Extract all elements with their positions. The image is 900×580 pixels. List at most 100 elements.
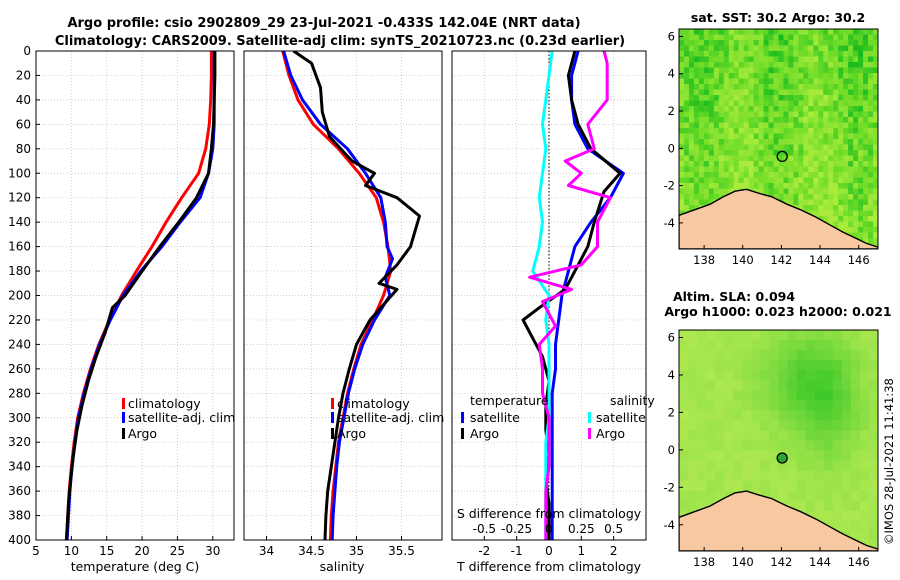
heatmap-cell	[748, 150, 755, 157]
heatmap-cell	[863, 155, 869, 162]
heatmap-cell	[733, 117, 740, 124]
heatmap-cell	[773, 161, 780, 168]
heatmap-cell	[738, 95, 745, 102]
heatmap-cell	[823, 360, 834, 371]
heatmap-cell	[683, 34, 690, 41]
heatmap-cell	[788, 122, 795, 129]
heatmap-cell	[708, 111, 715, 118]
heatmap-cell	[814, 390, 825, 401]
heatmap-cell	[848, 106, 854, 113]
heatmap-cell	[753, 78, 760, 85]
heatmap-cell	[683, 144, 690, 151]
y-tick-label: 40	[16, 93, 31, 107]
heatmap-cell	[718, 172, 725, 179]
heatmap-cell	[718, 166, 725, 173]
heatmap-cell	[843, 73, 849, 80]
heatmap-cell	[858, 221, 864, 228]
heatmap-cell	[843, 188, 849, 195]
heatmap-cell	[713, 139, 720, 146]
heatmap-cell	[679, 166, 685, 173]
heatmap-cell	[753, 172, 760, 179]
heatmap-cell	[713, 128, 720, 135]
salinity-axes-frame	[243, 50, 443, 541]
heatmap-cell	[743, 95, 750, 102]
heatmap-cell	[808, 210, 814, 217]
heatmap-cell	[768, 172, 775, 179]
heatmap-cell	[783, 29, 790, 36]
heatmap-cell	[823, 450, 834, 462]
heatmap-cell	[873, 238, 878, 245]
heatmap-cell	[693, 40, 700, 47]
heatmap-cell	[751, 420, 762, 432]
y-tick-label: 340	[8, 460, 31, 474]
heatmap-cell	[679, 440, 689, 452]
heatmap-cell	[724, 390, 734, 401]
x-tick-label: 35	[349, 544, 364, 558]
heatmap-cell	[703, 111, 710, 118]
heatmap-cell	[823, 199, 829, 206]
heatmap-cell	[688, 500, 698, 512]
legend-label-temp-argo: Argo	[470, 426, 499, 441]
heatmap-cell	[818, 161, 824, 168]
heatmap-cell	[773, 166, 780, 173]
heatmap-cell	[783, 188, 790, 195]
heatmap-cell	[793, 73, 799, 80]
heatmap-cell	[763, 122, 770, 129]
imos-timestamp: ©IMOS 28-Jul-2021 11:41:38	[882, 378, 896, 545]
heatmap-cell	[859, 490, 870, 502]
x-tick-label: 2	[610, 544, 618, 558]
heatmap-cell	[868, 205, 874, 212]
heatmap-cell	[833, 78, 839, 85]
heatmap-cell	[718, 122, 725, 129]
heatmap-cell	[814, 420, 825, 432]
heatmap-cell	[873, 133, 878, 140]
heatmap-cell	[748, 34, 755, 41]
heatmap-cell	[763, 67, 770, 74]
heatmap-cell	[679, 400, 689, 411]
heatmap-cell	[683, 73, 690, 80]
heatmap-cell	[848, 205, 854, 212]
heatmap-cell	[808, 95, 814, 102]
heatmap-cell	[683, 166, 690, 173]
heatmap-cell	[697, 420, 707, 432]
heatmap-cell	[868, 84, 874, 91]
heatmap-cell	[848, 133, 854, 140]
heatmap-cell	[778, 62, 785, 69]
heatmap-cell	[783, 117, 790, 124]
heatmap-cell	[868, 510, 878, 522]
heatmap-cell	[841, 460, 852, 472]
heatmap-cell	[723, 89, 730, 96]
heatmap-cell	[778, 350, 789, 361]
map-y-tick-label: 2	[668, 405, 675, 419]
heatmap-cell	[808, 199, 814, 206]
heatmap-cell	[698, 111, 705, 118]
heatmap-cell	[728, 95, 735, 102]
heatmap-cell	[813, 100, 819, 107]
heatmap-cell	[848, 177, 854, 184]
heatmap-cell	[798, 78, 804, 85]
heatmap-cell	[828, 34, 834, 41]
heatmap-cell	[758, 106, 765, 113]
heatmap-cell	[833, 188, 839, 195]
heatmap-cell	[853, 133, 859, 140]
heatmap-cell	[713, 117, 720, 124]
heatmap-cell	[738, 78, 745, 85]
heatmap-cell	[838, 29, 844, 36]
heatmap-cell	[873, 128, 878, 135]
heatmap-cell	[706, 330, 716, 341]
heatmap-cell	[688, 490, 698, 502]
heatmap-cell	[763, 45, 770, 52]
heatmap-cell	[688, 420, 698, 432]
heatmap-cell	[823, 510, 834, 522]
heatmap-cell	[743, 100, 750, 107]
heatmap-cell	[758, 95, 765, 102]
heatmap-cell	[848, 45, 854, 52]
heatmap-cell	[868, 172, 874, 179]
heatmap-cell	[828, 67, 834, 74]
heatmap-cell	[843, 111, 849, 118]
heatmap-cell	[838, 161, 844, 168]
heatmap-cell	[841, 500, 852, 512]
heatmap-cell	[733, 56, 740, 63]
map-y-tick-label: 4	[668, 67, 675, 81]
heatmap-cell	[818, 84, 824, 91]
